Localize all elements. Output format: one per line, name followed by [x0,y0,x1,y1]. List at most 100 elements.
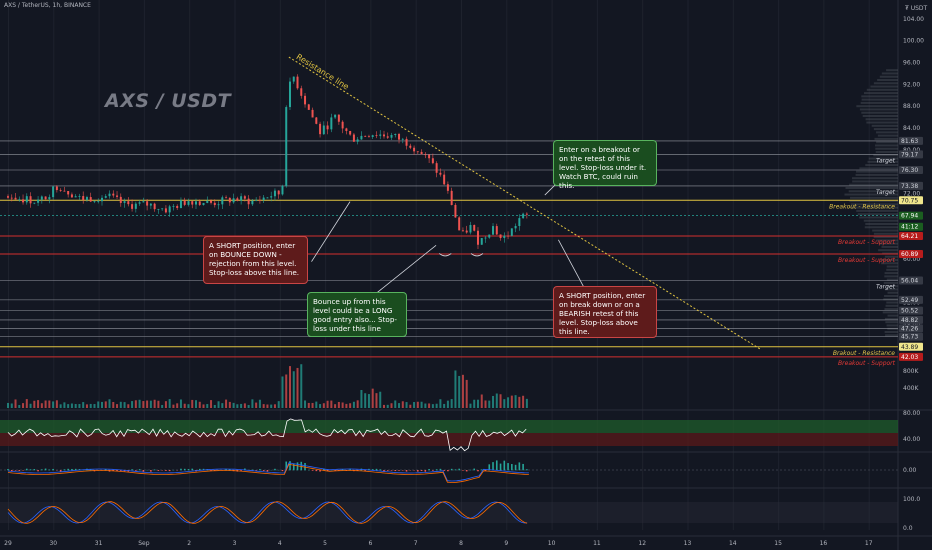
volume-bar [127,404,130,408]
price-badge [899,306,923,315]
candle-body [63,190,66,192]
candle-body [300,88,303,96]
stoch-k-line [7,501,528,524]
volume-bar [82,402,85,408]
candle-body [236,198,239,201]
volume-bar [37,400,40,408]
volume-bar [89,403,92,408]
volume-bar [518,396,521,408]
volume-profile-bar [879,75,898,78]
volume-bar [488,400,491,408]
candle-body [352,134,355,142]
time-tick-label: 8 [459,540,463,547]
candle-body [142,201,145,203]
volume-bar [514,395,517,408]
macd-hist-bar [135,470,137,471]
macd-hist-bar [296,462,299,471]
candle-body [469,224,472,233]
annotation-short-bounce[interactable]: A SHORT position, enter on BOUNCE DOWN -… [203,236,308,284]
volume-bar [100,401,103,408]
volume-profile-bar [882,311,898,314]
volume-profile-bar [873,128,898,131]
volume-bar [67,404,70,408]
volume-bar [10,403,13,408]
volume-bar [379,391,382,408]
level-label: Breakout - Support [838,239,896,246]
volume-profile-bar [868,157,898,160]
candle-body [337,114,340,122]
candle-body [367,136,370,138]
time-tick-label: 14 [729,540,737,547]
macd-hist-bar [458,468,460,471]
volume-bar [210,400,213,408]
price-tick-label: 80.00 [903,147,920,154]
volume-bar [311,402,314,408]
level-label: Target [876,189,896,196]
volume-bar [108,399,111,408]
candle-body [104,196,107,198]
rsi-line [7,418,527,452]
volume-bars [7,364,528,408]
time-tick-label: 16 [820,540,828,547]
candle-body [307,104,310,110]
price-badge [899,181,923,190]
macd-hist-bar [477,470,479,472]
macd-hist-bar [44,468,47,471]
volume-profile-bar [870,85,898,88]
macd-hist-bar [334,470,336,471]
volume-bar [221,403,224,408]
volume-bar [337,401,340,408]
volume-bar [187,404,190,408]
volume-bar [168,399,171,408]
macd-hist-bar [240,470,242,471]
annotation-breakout-retest[interactable]: Enter on a breakout or on the retest of … [553,140,657,190]
volume-bar [236,404,239,408]
volume-profile-bar [882,252,898,255]
candle-body [7,196,9,198]
volume-profile-bar [849,183,898,186]
time-tick-label: 4 [278,540,282,547]
candle-body [202,203,205,205]
volume-profile-bar [865,118,898,121]
price-badge-label: 73.38 [901,183,918,190]
volume-bar [262,404,265,408]
annotation-long-bounce[interactable]: Bounce up from this level could be a LON… [307,292,407,337]
candle-body [341,121,344,129]
candle-body [255,199,258,201]
volume-bar [85,404,88,408]
macd-hist-bar [492,462,494,471]
volume-bar [401,401,404,408]
volume-bar [273,404,276,408]
candle-body [247,198,250,205]
volume-bar [217,401,220,408]
macd-hist-bar [326,470,329,472]
volume-bar [93,404,96,408]
volume-bar [431,404,434,408]
price-badge-label: 76.30 [901,167,918,174]
annotation-short-breakdown[interactable]: A SHORT position, enter on break down or… [553,286,657,338]
time-tick-label: 7 [414,540,418,547]
price-badge-label: 81.63 [901,138,918,145]
macd-hist-bar [18,470,21,471]
macd-hist-bar [7,469,9,471]
price-tick-label: 84.00 [903,125,920,132]
price-badge-label: 70.75 [901,197,918,204]
volume-bar [266,404,269,408]
candle-body [488,234,491,238]
macd-hist-bar [71,468,73,471]
bounce-arc [470,253,484,257]
volume-bar [364,393,367,408]
macd-hist-bar [116,470,118,472]
candle-body [499,234,502,239]
volume-bar [398,403,401,408]
price-tick-label: 72.00 [903,190,920,197]
volume-bar [345,403,348,408]
volume-bar [70,403,73,408]
volume-bar [40,403,43,408]
macd-hist-bar [112,470,115,471]
volume-bar [232,402,235,408]
macd-hist-bar [150,470,152,472]
macd-hist-bar [526,469,528,471]
volume-bar [131,401,134,408]
